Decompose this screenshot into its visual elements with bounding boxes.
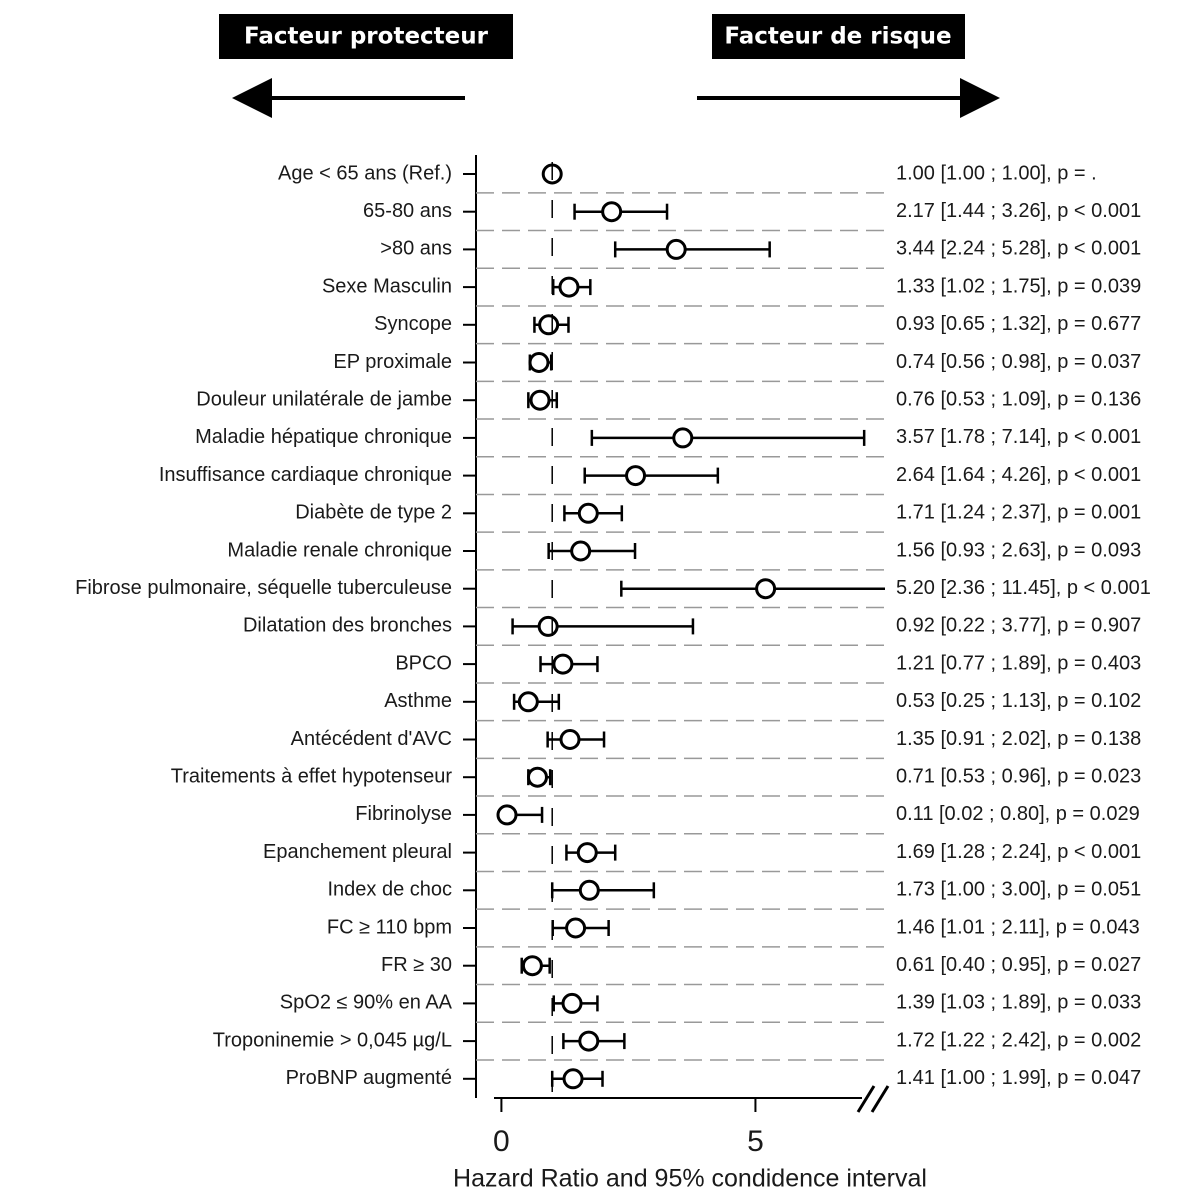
point [537, 615, 559, 637]
value-label: 0.61 [0.40 ; 0.95], p = 0.027 [896, 954, 1141, 976]
value-label: 1.00 [1.00 ; 1.00], p = . [896, 162, 1097, 184]
category-label: FC ≥ 110 bpm [327, 916, 452, 938]
value-label: 1.56 [0.93 ; 2.63], p = 0.093 [896, 539, 1141, 561]
point [570, 540, 592, 562]
point [526, 766, 548, 788]
value-label: 2.64 [1.64 ; 4.26], p < 0.001 [896, 464, 1141, 486]
value-label: 5.20 [2.36 ; 11.45], p < 0.001 [896, 577, 1151, 599]
point [521, 955, 543, 977]
point [601, 201, 623, 223]
category-label: Fibrinolyse [355, 803, 452, 825]
header-box [219, 14, 513, 59]
header-box [712, 14, 965, 59]
category-label: >80 ans [380, 238, 452, 260]
category-label: Epanchement pleural [263, 841, 452, 863]
category-label: Asthme [384, 690, 452, 712]
category-label: Maladie hépatique chronique [195, 426, 452, 448]
value-label: 0.11 [0.02 ; 0.80], p = 0.029 [896, 803, 1140, 825]
point [755, 578, 777, 600]
point [561, 992, 583, 1014]
value-label: 1.35 [0.91 ; 2.02], p = 0.138 [896, 728, 1141, 750]
value-label: 3.44 [2.24 ; 5.28], p < 0.001 [896, 238, 1141, 260]
value-label: 0.92 [0.22 ; 3.77], p = 0.907 [896, 615, 1141, 637]
category-label: Index de choc [327, 879, 452, 901]
category-label: Maladie renale chronique [227, 539, 452, 561]
value-label: 1.46 [1.01 ; 2.11], p = 0.043 [896, 916, 1140, 938]
markers [496, 163, 885, 1090]
category-label: SpO2 ≤ 90% en AA [280, 992, 453, 1014]
point [665, 238, 687, 260]
point [562, 1068, 584, 1090]
value-label: 1.69 [1.28 ; 2.24], p < 0.001 [896, 841, 1141, 863]
point [538, 314, 560, 336]
value-label: 3.57 [1.78 ; 7.14], p < 0.001 [896, 426, 1141, 448]
x-tick-label: 0 [493, 1125, 510, 1158]
point [528, 352, 550, 373]
point [559, 729, 581, 750]
value-label: 2.17 [1.44 ; 3.26], p < 0.001 [896, 200, 1141, 222]
category-label: Syncope [374, 313, 452, 335]
value-label: 0.93 [0.65 ; 1.32], p = 0.677 [896, 313, 1141, 335]
value-label: 1.71 [1.24 ; 2.37], p = 0.001 [896, 502, 1141, 524]
category-label: Antécédent d'AVC [291, 728, 452, 750]
value-label: 1.73 [1.00 ; 3.00], p = 0.051 [896, 879, 1141, 901]
category-label: BPCO [395, 652, 452, 674]
x-tick-label: 5 [747, 1125, 764, 1158]
point [565, 917, 587, 939]
value-label: 1.72 [1.22 ; 2.42], p = 0.002 [896, 1029, 1141, 1051]
plot-area [496, 163, 885, 1090]
point [625, 465, 647, 487]
x-axis-label: Hazard Ratio and 95% condidence interval [453, 1165, 927, 1193]
point [558, 276, 580, 298]
value-label: 1.21 [0.77 ; 1.89], p = 0.403 [896, 652, 1141, 674]
value-label: 0.74 [0.56 ; 0.98], p = 0.037 [896, 351, 1141, 373]
category-label: Sexe Masculin [322, 275, 452, 297]
point [496, 804, 518, 826]
category-label: Traitements à effet hypotenseur [171, 765, 453, 787]
category-label: Douleur unilatérale de jambe [196, 388, 452, 410]
category-label: Dilatation des bronches [243, 615, 452, 637]
category-label: ProBNP augmenté [286, 1067, 452, 1089]
value-label: 0.76 [0.53 ; 1.09], p = 0.136 [896, 388, 1141, 410]
point [517, 691, 539, 713]
category-label: Fibrose pulmonaire, séquelle tuberculeus… [75, 577, 452, 599]
category-label: Troponinemie > 0,045 µg/L [213, 1029, 452, 1051]
value-label: 1.33 [1.02 ; 1.75], p = 0.039 [896, 275, 1141, 297]
point [576, 842, 598, 864]
point [578, 879, 600, 901]
point [529, 389, 551, 411]
value-label: 0.53 [0.25 ; 1.13], p = 0.102 [896, 690, 1141, 712]
value-label: 0.71 [0.53 ; 0.96], p = 0.023 [896, 765, 1141, 787]
category-label: Insuffisance cardiaque chronique [159, 464, 452, 486]
header-left: Facteur protecteur [244, 24, 489, 50]
category-label: EP proximale [333, 351, 452, 373]
point [672, 427, 694, 449]
point [578, 1030, 600, 1052]
category-label: Age < 65 ans (Ref.) [278, 162, 452, 184]
axis-break [870, 1085, 890, 1113]
value-label: 1.39 [1.03 ; 1.89], p = 0.033 [896, 992, 1141, 1014]
category-label: FR ≥ 30 [381, 954, 452, 976]
axis-break [856, 1085, 876, 1113]
header-right: Facteur de risque [724, 24, 951, 50]
category-label: Diabète de type 2 [295, 502, 452, 524]
value-label: 1.41 [1.00 ; 1.99], p = 0.047 [896, 1067, 1141, 1089]
category-label: 65-80 ans [363, 200, 452, 222]
point [577, 502, 599, 524]
point [552, 653, 574, 675]
